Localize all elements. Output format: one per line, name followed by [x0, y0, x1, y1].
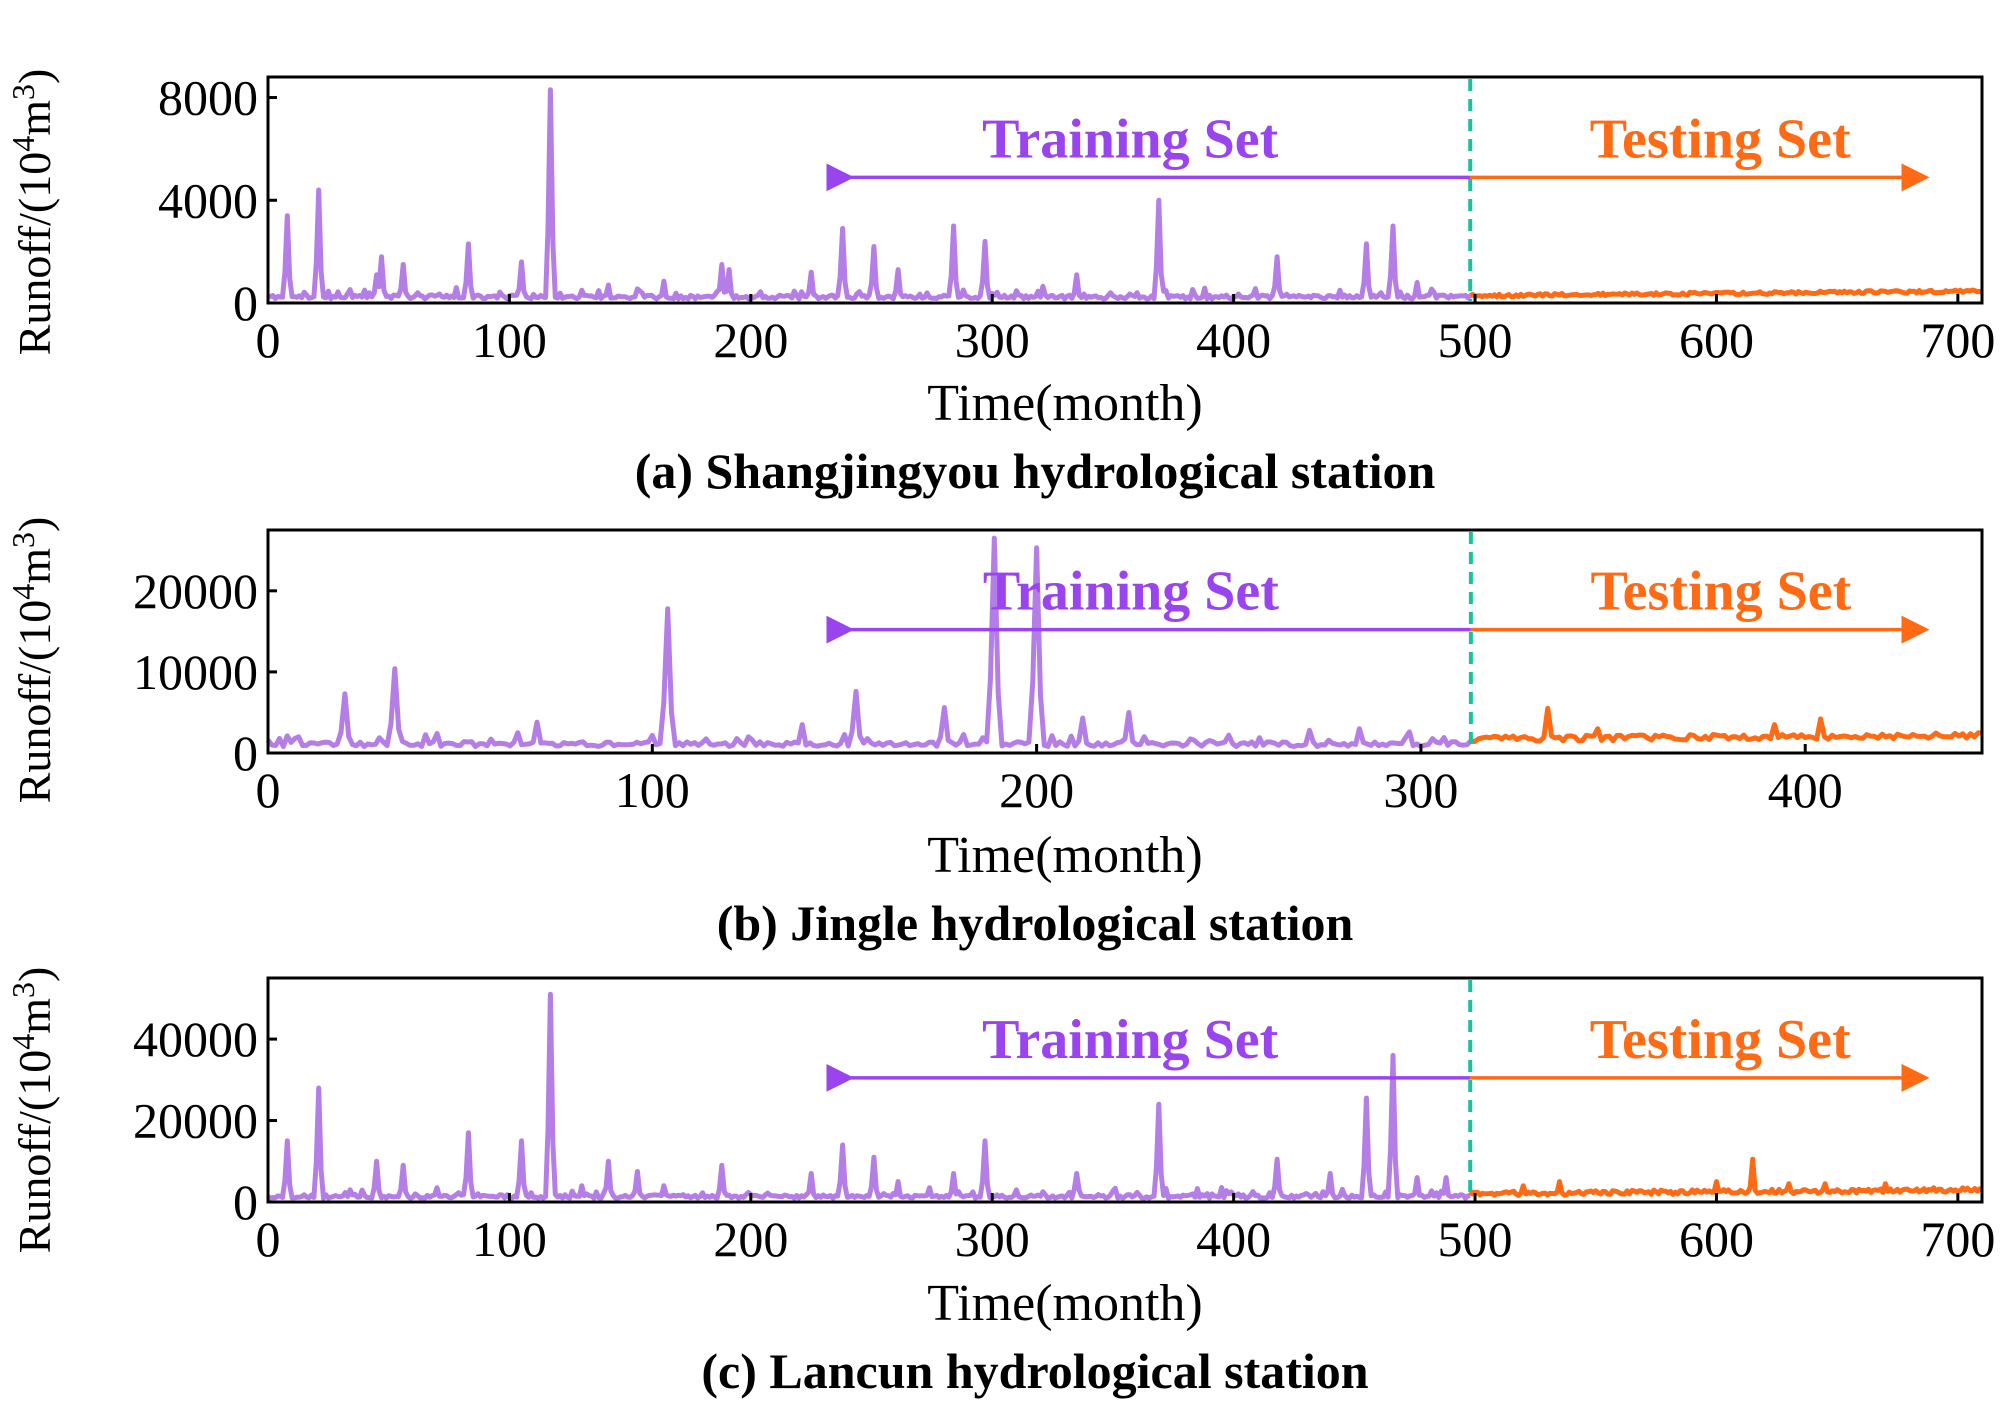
x-tick-label: 0 — [256, 1211, 281, 1267]
y-tick-label: 40000 — [133, 1011, 258, 1067]
training-series-line — [266, 991, 1471, 1201]
y-tick-label: 10000 — [133, 644, 258, 700]
y-axis-label-part: m — [9, 998, 60, 1034]
y-tick-label: 0 — [233, 275, 258, 331]
training-set-label: Training Set — [982, 108, 1278, 170]
training-set-label: Training Set — [982, 1009, 1278, 1071]
x-tick-label: 200 — [999, 762, 1074, 818]
y-axis-label-part: m — [9, 100, 60, 136]
x-tick-label: 200 — [713, 1211, 788, 1267]
x-tick-label: 300 — [955, 1211, 1030, 1267]
testing-set-label: Testing Set — [1590, 561, 1851, 623]
testing-set-label: Testing Set — [1590, 108, 1851, 170]
x-tick-label: 500 — [1438, 312, 1513, 368]
x-axis-label: Time(month) — [927, 1275, 1202, 1332]
x-tick-label: 600 — [1679, 312, 1754, 368]
panel-a: Training Set Testing Set 0 100 200 300 400 500 6… — [5, 69, 1995, 499]
training-series-line — [267, 87, 1472, 302]
x-tick-label: 0 — [256, 312, 281, 368]
x-axis-label: Time(month) — [927, 827, 1202, 884]
y-axis-label-part: ) — [9, 69, 60, 84]
y-tick-label: 0 — [233, 725, 258, 781]
plot-frame — [266, 528, 1984, 755]
y-axis-label-part: ) — [9, 517, 60, 532]
x-tick-label: 400 — [1196, 1211, 1271, 1267]
y-axis-label: Runoff/(104m3) — [5, 967, 60, 1254]
y-axis-label-part: Runoff/(10 — [9, 1050, 60, 1254]
x-tick-label: 300 — [955, 312, 1030, 368]
y-axis-label-part: 3 — [5, 982, 41, 998]
y-axis-label-part: 4 — [5, 136, 41, 152]
training-series-line — [265, 535, 1473, 749]
y-tick-label: 8000 — [158, 70, 258, 126]
x-tick-label: 700 — [1920, 1211, 1995, 1267]
y-axis-label-part: 3 — [5, 84, 41, 100]
x-tick-label: 100 — [615, 762, 690, 818]
y-axis-label-part: Runoff/(10 — [9, 152, 60, 356]
y-tick-label: 20000 — [133, 563, 258, 619]
y-axis-label: Runoff/(104m3) — [5, 517, 60, 804]
x-tick-label: 600 — [1679, 1211, 1754, 1267]
panel-caption: (c) Lancun hydrological station — [701, 1343, 1368, 1399]
panel-caption: (b) Jingle hydrological station — [717, 895, 1354, 951]
x-tick-label: 100 — [472, 1211, 547, 1267]
x-tick-label: 300 — [1383, 762, 1458, 818]
y-axis-label-part: ) — [9, 967, 60, 982]
y-axis-label-part: 4 — [5, 584, 41, 600]
y-axis-label-part: m — [9, 548, 60, 584]
y-axis-label-part: Runoff/(10 — [9, 600, 60, 804]
x-tick-label: 200 — [713, 312, 788, 368]
plot-frame — [266, 976, 1984, 1204]
panel-c: Training Set Testing Set 0 100 200 300 400 500 6… — [5, 967, 1995, 1399]
y-tick-label: 20000 — [133, 1093, 258, 1149]
y-tick-label: 0 — [233, 1174, 258, 1230]
x-tick-label: 0 — [256, 762, 281, 818]
x-tick-label: 700 — [1920, 312, 1995, 368]
y-axis-label-part: 3 — [5, 532, 41, 548]
x-tick-label: 400 — [1768, 762, 1843, 818]
testing-set-label: Testing Set — [1590, 1009, 1851, 1071]
x-tick-label: 100 — [472, 312, 547, 368]
testing-series-line — [1468, 1156, 1983, 1198]
y-axis-label: Runoff/(104m3) — [5, 69, 60, 356]
x-tick-label: 400 — [1196, 312, 1271, 368]
y-axis-label-part: 4 — [5, 1034, 41, 1050]
plot-frame — [266, 75, 1984, 305]
y-tick-label: 4000 — [158, 172, 258, 228]
testing-series-line — [1470, 705, 1983, 744]
x-axis-label: Time(month) — [927, 375, 1202, 432]
testing-series-line — [1468, 287, 1983, 300]
panel-caption: (a) Shangjingyou hydrological station — [635, 443, 1436, 499]
x-tick-label: 500 — [1438, 1211, 1513, 1267]
training-set-label: Training Set — [983, 561, 1279, 623]
panel-b: Training Set Testing Set 0 100 200 300 400 0 100… — [5, 517, 1984, 951]
